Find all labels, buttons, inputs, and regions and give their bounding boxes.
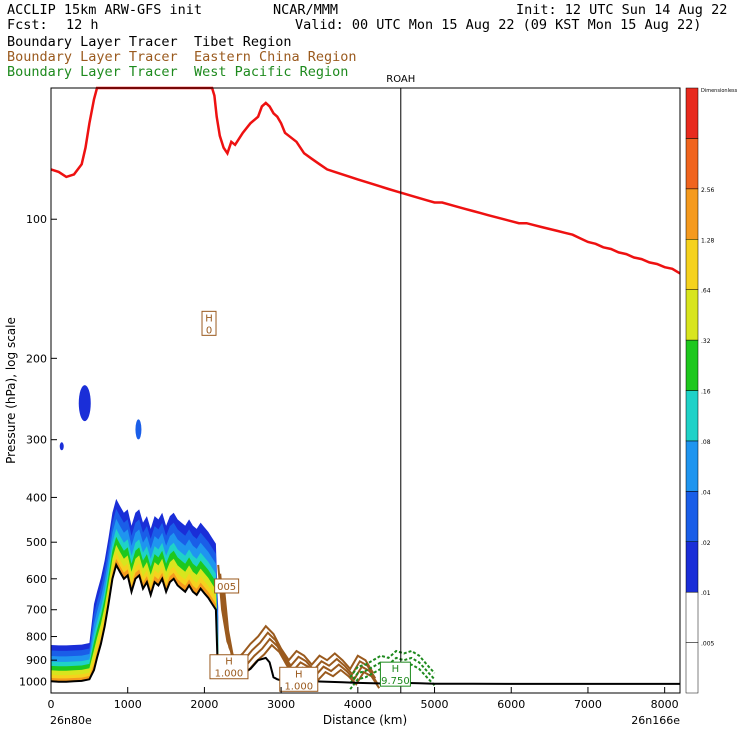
x-tick-label: 8000 (651, 698, 679, 711)
color-bar-segment (685, 642, 699, 694)
org-label: NCAR/MMM (273, 2, 339, 18)
plot-frame (50, 87, 681, 694)
fcst-label: Fcst: (7, 17, 48, 33)
legend-tibet: Boundary Layer Tracer Tibet Region (7, 35, 292, 50)
high-label: H (205, 313, 213, 324)
high-box (209, 654, 249, 680)
color-bar-segment (685, 591, 699, 643)
right-endpoint: 26n166e (631, 714, 680, 727)
high-value: 1.000 (215, 669, 244, 680)
fcst-value: 12 h (66, 17, 99, 33)
init-time: Init: 12 UTC Sun 14 Aug 22 (516, 2, 728, 18)
west-pacific-contour (349, 656, 436, 684)
color-bar-level: .02 (701, 540, 711, 547)
x-tick-label: 5000 (421, 698, 449, 711)
high-label: H (225, 657, 233, 668)
color-bar-segment (685, 188, 699, 240)
color-bar-segment (685, 87, 699, 139)
legend-prefix: Boundary Layer Tracer (7, 49, 178, 65)
legend-prefix: Boundary Layer Tracer (7, 34, 178, 50)
valid-time: Valid: 00 UTC Mon 15 Aug 22 (09 KST Mon … (295, 17, 702, 33)
color-bar-level: .32 (701, 338, 711, 345)
color-bar-segment (685, 138, 699, 190)
x-tick-label: 0 (48, 698, 55, 711)
y-tick-label: 200 (26, 352, 47, 365)
color-bar-level: 2.56 (701, 187, 715, 194)
legend-prefix: Boundary Layer Tracer (7, 64, 178, 80)
color-bar-segment (685, 339, 699, 391)
color-bar-level: .64 (701, 288, 711, 295)
color-bar-level: .08 (701, 439, 711, 446)
color-bar-level: .04 (701, 489, 711, 496)
color-bar-level: .005 (701, 641, 715, 648)
value-box (214, 578, 240, 594)
high-label: H (392, 664, 400, 675)
terrain-line (50, 562, 680, 685)
x-axis-label: Distance (km) (323, 713, 407, 727)
high-value: 9.750 (381, 676, 410, 687)
color-bar-segment (685, 440, 699, 492)
legend-region: Tibet Region (193, 34, 292, 50)
tropopause (50, 86, 681, 275)
y-tick-label: 100 (26, 213, 47, 226)
tropopause-line (50, 86, 681, 275)
legend-west-pacific: Boundary Layer Tracer West Pacific Regio… (7, 65, 348, 80)
y-axis-label: Pressure (hPa), log scale (4, 317, 18, 464)
value-box-label: 005 (217, 582, 236, 593)
tracer-fills (51, 385, 436, 690)
terrain (50, 562, 680, 685)
color-bar-segment (685, 491, 699, 543)
axes: 0 1000 2000 3000 4000 5000 6000 7000 80001002003… (4, 213, 680, 727)
high-label: H (295, 669, 303, 680)
legend-region: West Pacific Region (193, 64, 349, 80)
color-bar-level: .16 (701, 389, 711, 396)
tracer-blob (59, 442, 64, 451)
left-endpoint: 26n80e (50, 714, 92, 727)
y-tick-label: 800 (26, 631, 47, 644)
y-tick-label: 900 (26, 654, 47, 667)
color-bar-title: Dimensionless (701, 88, 738, 94)
y-tick-label: 400 (26, 491, 47, 504)
color-bar: .005 .01 .02 .04 .08 .16 .32 .64 1.28 2.56 Dimensi… (685, 87, 738, 694)
high-box (279, 666, 319, 692)
color-bar-segment (685, 289, 699, 341)
high-value: 1.000 (284, 681, 313, 692)
x-tick-label: 6000 (497, 698, 525, 711)
legend-region: Eastern China Region (193, 49, 357, 65)
y-tick-label: 500 (26, 536, 47, 549)
legend-eastern-china: Boundary Layer Tracer Eastern China Regi… (7, 50, 357, 65)
color-bar-segment (685, 541, 699, 593)
color-bar-segment (685, 239, 699, 290)
x-tick-label: 3000 (267, 698, 295, 711)
high-value: 0 (206, 325, 212, 336)
station-label: ROAH (386, 74, 415, 85)
y-tick-label: 700 (26, 604, 47, 617)
x-tick-label: 7000 (574, 698, 602, 711)
west-pacific-contour (349, 649, 436, 678)
tracer-blob (78, 385, 91, 422)
x-tick-label: 4000 (344, 698, 372, 711)
tracer-blob (135, 419, 142, 440)
y-tick-label: 1000 (19, 675, 47, 688)
high-box (201, 310, 217, 336)
x-tick-label: 2000 (190, 698, 218, 711)
color-bar-level: .01 (701, 590, 711, 597)
model-title: ACCLIP 15km ARW-GFS init (7, 2, 203, 18)
color-bar-level: 1.28 (701, 237, 715, 244)
color-bar-segment (685, 390, 699, 442)
y-tick-label: 300 (26, 434, 47, 447)
y-tick-label: 600 (26, 573, 47, 586)
high-box (379, 661, 411, 687)
x-tick-label: 1000 (114, 698, 142, 711)
